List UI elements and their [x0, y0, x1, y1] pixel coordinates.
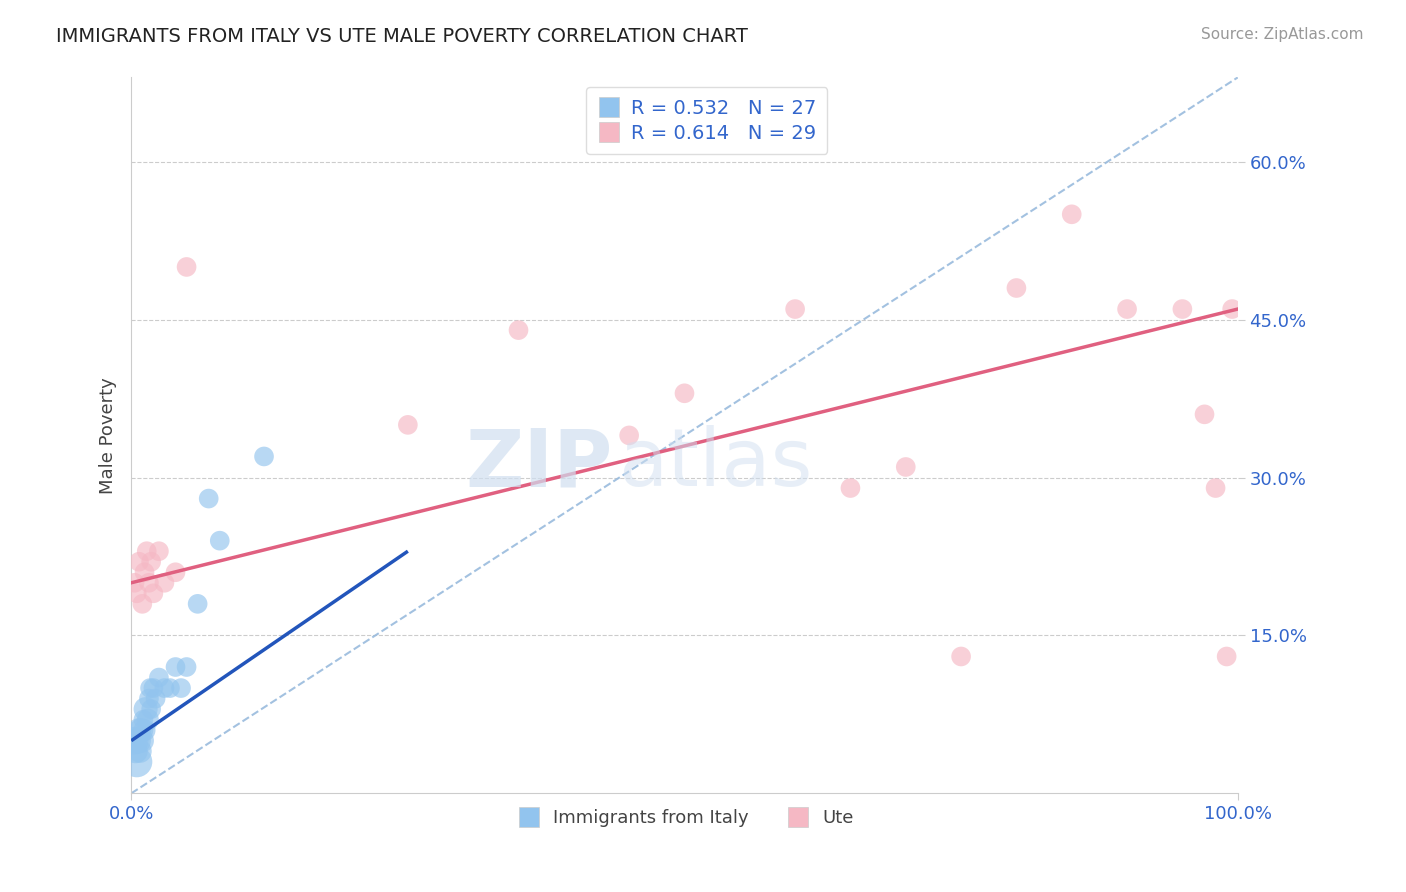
Point — [131, 597, 153, 611]
Point — [134, 723, 156, 738]
Point — [129, 744, 152, 758]
Point — [132, 713, 155, 727]
Point — [170, 681, 193, 695]
Point — [253, 450, 276, 464]
Point — [141, 702, 163, 716]
Point — [396, 417, 419, 432]
Point — [1205, 481, 1227, 495]
Point — [785, 301, 807, 316]
Point — [129, 723, 152, 738]
Text: atlas: atlas — [619, 425, 813, 503]
Point — [176, 260, 198, 274]
Y-axis label: Male Poverty: Male Poverty — [100, 377, 117, 494]
Point — [141, 555, 163, 569]
Point — [138, 691, 160, 706]
Point — [142, 586, 165, 600]
Point — [148, 671, 170, 685]
Point — [136, 713, 159, 727]
Point — [1116, 301, 1139, 316]
Point — [128, 723, 150, 738]
Point — [131, 733, 153, 747]
Point — [1220, 301, 1243, 316]
Point — [1060, 207, 1083, 221]
Point — [124, 575, 146, 590]
Text: ZIP: ZIP — [465, 425, 613, 503]
Point — [165, 660, 187, 674]
Point — [1171, 301, 1194, 316]
Point — [165, 566, 187, 580]
Point — [135, 544, 157, 558]
Point — [134, 566, 156, 580]
Point — [208, 533, 231, 548]
Point — [1005, 281, 1028, 295]
Text: Source: ZipAtlas.com: Source: ZipAtlas.com — [1201, 27, 1364, 42]
Point — [508, 323, 530, 337]
Point — [839, 481, 862, 495]
Point — [127, 733, 149, 747]
Legend: Immigrants from Italy, Ute: Immigrants from Italy, Ute — [508, 802, 860, 834]
Point — [1194, 408, 1216, 422]
Point — [128, 555, 150, 569]
Point — [139, 681, 162, 695]
Point — [617, 428, 640, 442]
Point — [135, 702, 157, 716]
Point — [145, 691, 167, 706]
Point — [153, 681, 176, 695]
Point — [148, 544, 170, 558]
Point — [894, 460, 917, 475]
Point — [673, 386, 696, 401]
Point — [187, 597, 209, 611]
Text: IMMIGRANTS FROM ITALY VS UTE MALE POVERTY CORRELATION CHART: IMMIGRANTS FROM ITALY VS UTE MALE POVERT… — [56, 27, 748, 45]
Point — [950, 649, 973, 664]
Point — [124, 744, 146, 758]
Point — [159, 681, 181, 695]
Point — [153, 575, 176, 590]
Point — [142, 681, 165, 695]
Point — [125, 755, 148, 769]
Point — [176, 660, 198, 674]
Point — [124, 733, 146, 747]
Point — [138, 575, 160, 590]
Point — [125, 586, 148, 600]
Point — [197, 491, 219, 506]
Point — [1215, 649, 1237, 664]
